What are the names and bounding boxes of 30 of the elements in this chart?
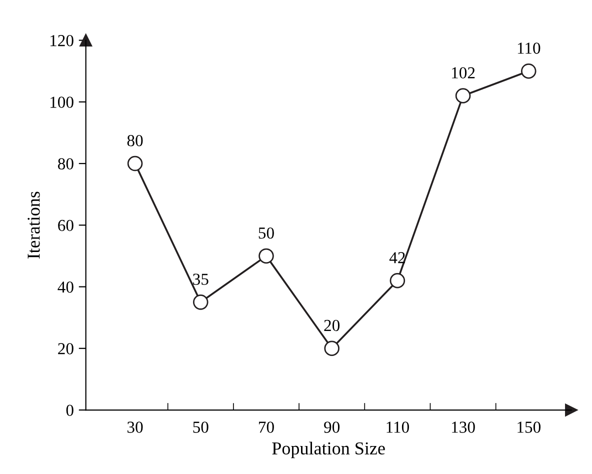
x-tick-label: 70	[259, 422, 274, 433]
point	[455, 88, 471, 104]
y-tick-label: 20	[58, 343, 74, 354]
data-label: 42	[389, 252, 405, 264]
y-tick-label: 120	[50, 34, 74, 46]
x-tick-label: 150	[518, 422, 541, 433]
data-label: 102	[452, 67, 475, 78]
point	[521, 63, 536, 79]
y-tick-label: 0	[66, 404, 74, 416]
y-tick-label: 40	[58, 281, 74, 293]
data-label: 35	[193, 274, 208, 285]
y-tick-label: 80	[58, 158, 74, 170]
x-tick-label: 50	[193, 422, 208, 433]
y-tick-label: 60	[58, 220, 74, 232]
x-tick-label: 30	[128, 422, 143, 433]
point	[193, 294, 208, 310]
data-label: 50	[258, 227, 274, 239]
y-axis-title: Iterations	[28, 192, 40, 259]
point	[258, 248, 274, 264]
data-label: 20	[324, 320, 340, 332]
data-label: 80	[127, 135, 143, 146]
point	[390, 272, 406, 288]
x-tick-label: 110	[386, 422, 409, 433]
data-label: 110	[518, 42, 540, 54]
x-tick-label: 90	[324, 422, 340, 433]
point	[324, 340, 340, 356]
point	[127, 156, 143, 172]
x-axis-title: Population Size	[272, 442, 385, 458]
y-tick-label: 100	[50, 96, 74, 108]
x-tick-label: 130	[452, 422, 475, 433]
